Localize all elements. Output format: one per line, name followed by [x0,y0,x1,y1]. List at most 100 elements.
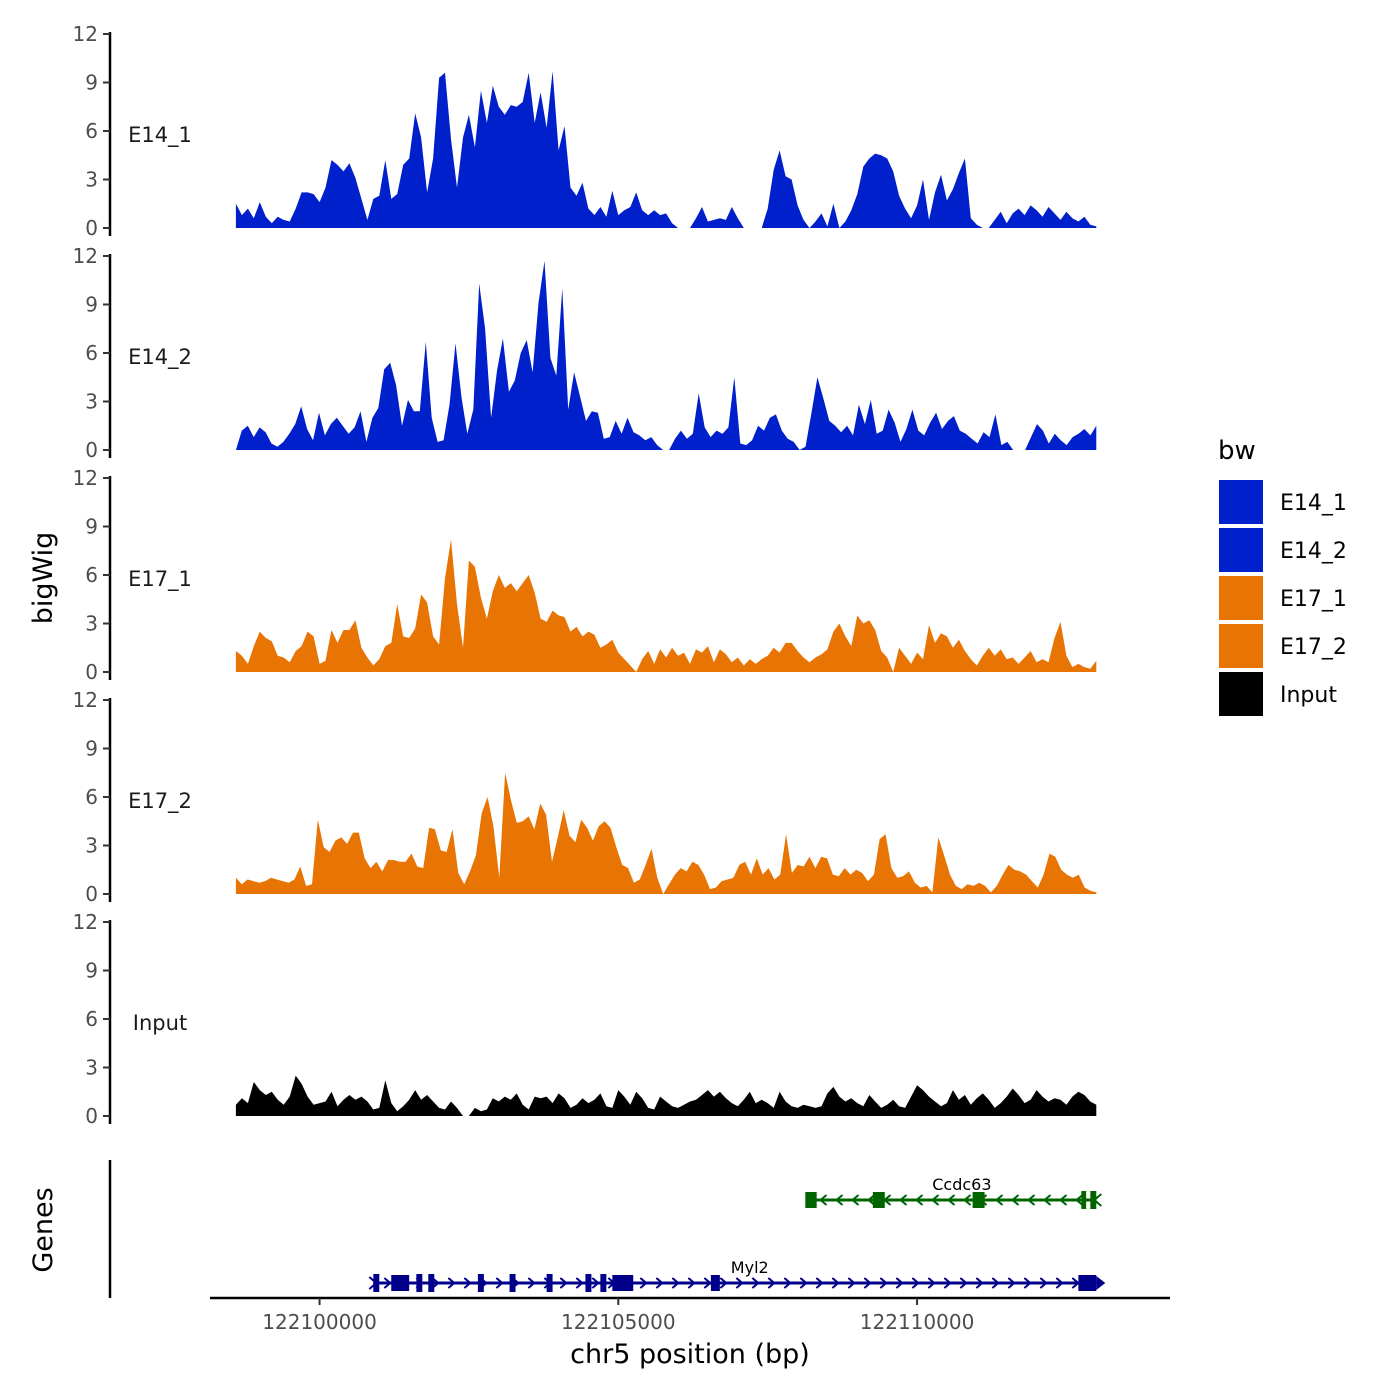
track-e17-2: 0 3 6 9 12 E17_2 [73,688,1097,906]
strand-chevron [898,1194,908,1206]
strand-chevron [1042,1194,1052,1206]
track-label: E14_2 [128,345,192,370]
y-tick-label: 3 [85,1056,98,1080]
strand-arrow [1096,1276,1106,1290]
y-tick-label: 0 [85,660,98,684]
strand-chevron [703,1277,712,1289]
strand-chevron [527,1277,536,1289]
legend-swatch [1219,528,1263,572]
legend-label: E17_1 [1280,587,1347,612]
y-tick-label: 12 [73,244,98,268]
strand-chevron [962,1194,972,1206]
exon [600,1274,607,1292]
exon [428,1274,435,1292]
legend-entry-e17-2: E17_2 [1219,624,1347,668]
legend-title: bw [1218,436,1256,466]
strand-chevron [1007,1277,1016,1289]
y-tick-label: 12 [73,688,98,712]
exon [546,1274,553,1292]
y-tick-label: 12 [73,910,98,934]
strand-chevron [879,1277,888,1289]
legend-swatch [1219,576,1263,620]
strand-chevron [1058,1194,1068,1206]
y-tick-label: 9 [85,71,98,95]
strand-chevron [639,1277,648,1289]
strand-chevron [1071,1277,1080,1289]
legend-swatch [1219,672,1263,716]
exon [585,1274,592,1292]
strand-chevron [847,1277,856,1289]
strand-chevron [994,1194,1004,1206]
exon [391,1275,410,1291]
track-label: E17_1 [128,567,192,592]
strand-chevron [863,1277,872,1289]
track-e14-1: 0 3 6 9 12 E14_1 [73,22,1097,240]
y-tick-label: 6 [85,1007,98,1031]
gene-label: Ccdc63 [932,1175,991,1194]
strand-chevron [991,1277,1000,1289]
strand-chevron [687,1277,696,1289]
y-tick-label: 6 [85,785,98,809]
exon [373,1274,380,1292]
area-e14-1 [235,71,1097,228]
strand-chevron [799,1277,808,1289]
x-axis-title: chr5 position (bp) [570,1339,810,1370]
y-tick-label: 9 [85,737,98,761]
track-label: E17_2 [128,789,192,814]
track-e14-2: 0 3 6 9 12 E14_2 [73,244,1097,462]
strand-chevron [591,1277,600,1289]
y-tick-label: 0 [85,1104,98,1128]
strand-chevron [1074,1194,1084,1206]
track-e17-1: 0 3 6 9 12 E17_1 [73,466,1097,684]
strand-chevron [495,1277,504,1289]
y-tick-label: 9 [85,293,98,317]
strand-chevron [911,1277,920,1289]
legend-entry-e17-1: E17_1 [1219,576,1347,620]
y-tick-label: 3 [85,834,98,858]
y-tick-label: 12 [73,22,98,46]
strand-chevron [975,1277,984,1289]
legend-swatch [1219,480,1263,524]
strand-chevron [767,1277,776,1289]
strand-chevron [751,1277,760,1289]
track-input: 0 3 6 9 12 Input [73,910,1097,1128]
legend: bw E14_1 E14_2 E17_1 E17_2 Input [1218,436,1347,716]
y-tick-label: 9 [85,515,98,539]
y-tick-label: 0 [85,882,98,906]
y-tick-label: 6 [85,119,98,143]
strand-chevron [895,1277,904,1289]
signal-tracks: 0 3 6 9 12 E14_1 0 3 6 9 12 E14_2 0 3 6 9 12 E17_1 0 3 6 9 12 E… [73,22,1097,1128]
gene-myl2: Myl2 [368,1258,1106,1292]
strand-chevron [834,1194,844,1206]
exon [1078,1275,1097,1291]
strand-chevron [783,1277,792,1289]
strand-chevron [1055,1277,1064,1289]
exon [805,1192,817,1208]
y-tick-label: 0 [85,216,98,240]
exon [872,1192,885,1208]
x-tick-label: 122105000 [561,1310,676,1334]
x-tick-label: 122100000 [262,1310,377,1334]
strand-chevron [815,1277,824,1289]
y-tick-label: 3 [85,390,98,414]
y-tick-label: 3 [85,612,98,636]
strand-chevron [818,1194,828,1206]
strand-chevron [575,1277,584,1289]
strand-chevron [1039,1277,1048,1289]
legend-label: E14_1 [1280,491,1347,516]
y-tick-label: 6 [85,563,98,587]
exon [477,1274,484,1292]
legend-label: E17_2 [1280,635,1347,660]
strand-chevron [735,1277,744,1289]
strand-chevron [671,1277,680,1289]
strand-chevron [866,1194,876,1206]
strand-chevron [850,1194,860,1206]
strand-chevron [1026,1194,1036,1206]
track-label: Input [133,1011,187,1035]
strand-chevron [946,1194,956,1206]
strand-chevron [655,1277,664,1289]
x-axis: 122100000 122105000 122110000 [210,1296,1170,1334]
strand-chevron [914,1194,924,1206]
y-tick-label: 0 [85,438,98,462]
